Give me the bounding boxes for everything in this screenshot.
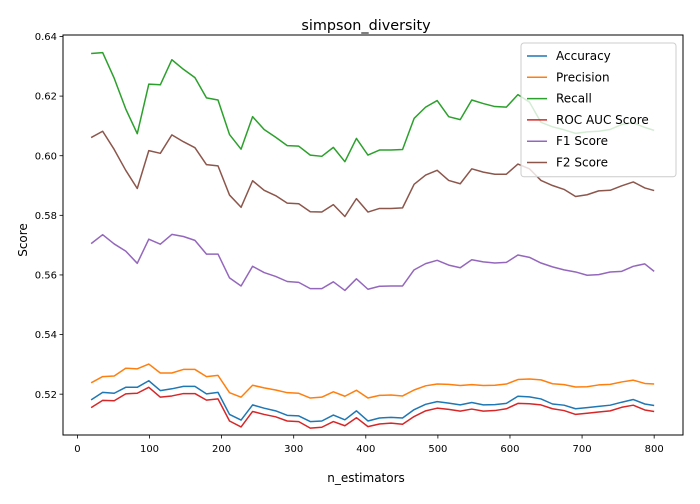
legend-label-f2-score: F2 Score — [556, 156, 608, 170]
y-tick-label: 0.62 — [35, 92, 57, 103]
legend-label-precision: Precision — [556, 70, 610, 84]
y-tick-label: 0.52 — [35, 390, 57, 401]
series-line-f2-score — [90, 130, 655, 218]
legend-label-roc-auc-score: ROC AUC Score — [556, 113, 649, 127]
y-tick-label: 0.64 — [35, 32, 57, 43]
x-tick-label: 600 — [500, 444, 519, 455]
x-axis: 0 100 200 300 400 500 600 700 800 — [74, 435, 664, 455]
x-tick-label: 500 — [428, 444, 447, 455]
y-tick-label: 0.54 — [35, 330, 57, 341]
x-tick-label: 300 — [284, 444, 303, 455]
series-line-accuracy — [90, 380, 655, 423]
series-line-precision — [90, 363, 655, 399]
legend-label-recall: Recall — [556, 92, 592, 106]
legend-label-accuracy: Accuracy — [556, 49, 611, 63]
x-tick-label: 800 — [645, 444, 664, 455]
legend: Accuracy Precision Recall ROC AUC Score F1 S… — [520, 42, 677, 178]
series-line-roc-auc-score — [90, 386, 655, 429]
legend-box — [520, 42, 677, 178]
y-axis: 0.52 0.54 0.56 0.58 0.60 0.62 0.64 — [35, 32, 63, 401]
plot-area-frame — [62, 34, 684, 436]
x-tick-label: 100 — [140, 444, 159, 455]
x-tick-label: 0 — [74, 444, 80, 455]
x-tick-label: 400 — [356, 444, 375, 455]
x-tick-label: 200 — [212, 444, 231, 455]
y-tick-label: 0.58 — [35, 211, 57, 222]
y-tick-label: 0.56 — [35, 271, 57, 282]
plot-data — [90, 51, 655, 429]
series-line-f1-score — [90, 233, 655, 292]
y-tick-label: 0.60 — [35, 151, 57, 162]
y-axis-label: Score — [16, 223, 30, 257]
chart-title: simpson_diversity — [301, 18, 431, 34]
legend-label-f1-score: F1 Score — [556, 134, 608, 148]
x-axis-label: n_estimators — [327, 471, 405, 485]
x-tick-label: 700 — [573, 444, 592, 455]
